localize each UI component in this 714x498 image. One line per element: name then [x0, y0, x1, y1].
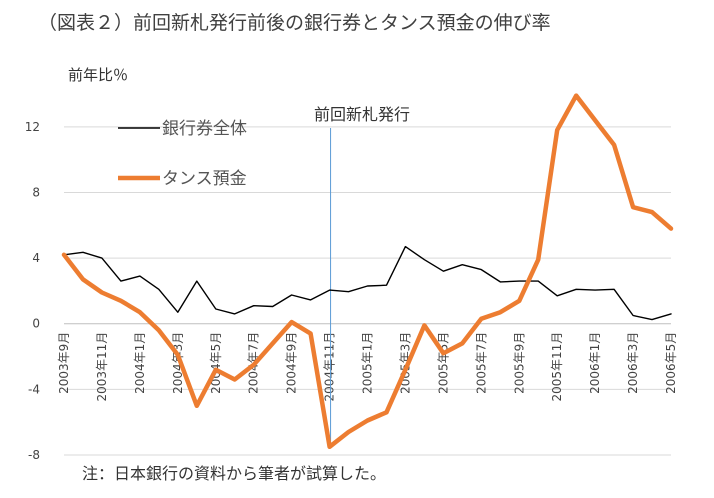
- x-tick-label: 2006年3月: [626, 332, 640, 394]
- annotation: 前回新札発行: [314, 105, 410, 447]
- x-tick-label: 2004年5月: [209, 332, 223, 394]
- legend-label: 銀行券全体: [162, 119, 247, 139]
- x-tick-labels: 2003年9月 2003年11月 2004年1月 2004年3月 2004年5月 2004…: [57, 332, 678, 402]
- y-tick-label: -4: [28, 382, 40, 396]
- x-tick-label: 2005年1月: [361, 332, 375, 394]
- gridlines: [64, 126, 671, 456]
- x-tick-label: 2003年11月: [95, 332, 109, 402]
- x-tick-label: 2004年1月: [133, 332, 147, 394]
- x-tick-label: 2006年1月: [588, 332, 602, 394]
- chart-title: （図表２）前回新札発行前後の銀行券とタンス預金の伸び率: [38, 12, 551, 34]
- annotation-text: 前回新札発行: [314, 105, 410, 124]
- x-tick-label: 2006年5月: [664, 332, 678, 394]
- x-tick-label: 2005年11月: [550, 332, 564, 402]
- y-tick-label: -8: [28, 448, 40, 462]
- x-tick-label: 2005年7月: [474, 332, 488, 394]
- y-tick-label: 12: [25, 120, 40, 134]
- y-tick-label: 4: [32, 251, 40, 265]
- y-tick-labels: 12 8 4 0 -4 -8: [25, 120, 40, 462]
- footnote: 注：日本銀行の資料から筆者が試算した。: [82, 464, 387, 483]
- series-line-tansu: [61, 93, 674, 450]
- x-tick-label: 2004年9月: [285, 332, 299, 394]
- x-tick-label: 2003年9月: [57, 332, 71, 394]
- y-axis-label: 前年比％: [68, 66, 129, 84]
- x-tick-label: 2005年9月: [512, 332, 526, 394]
- series-lines: [61, 93, 674, 450]
- x-tick-label: 2004年11月: [323, 332, 337, 402]
- y-tick-label: 8: [32, 185, 40, 199]
- legend-label: タンス預金: [162, 169, 247, 189]
- series-line-banknotes: [63, 245, 672, 321]
- x-tick-label: 2005年5月: [436, 332, 450, 394]
- y-tick-label: 0: [32, 317, 40, 331]
